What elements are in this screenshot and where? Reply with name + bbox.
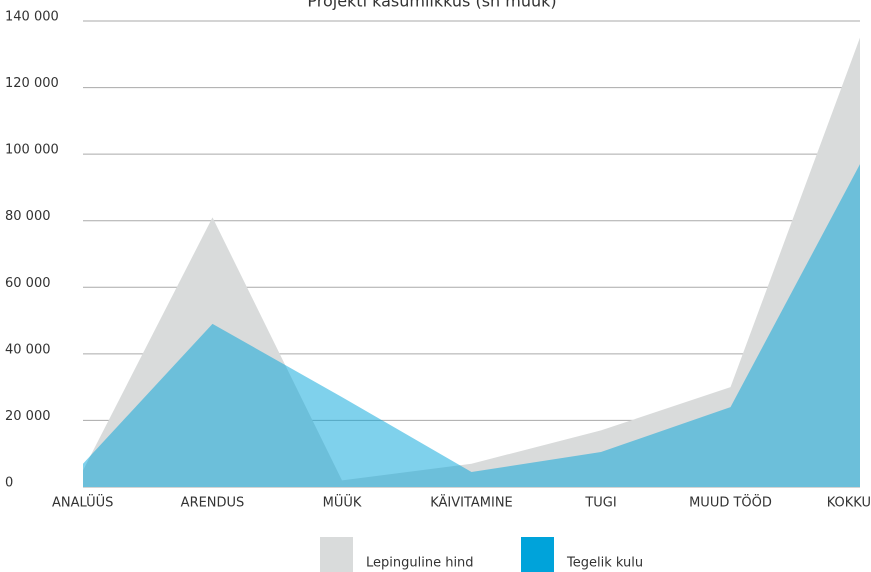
y-tick-label: 100 000 bbox=[5, 143, 59, 158]
y-tick-label: 80 000 bbox=[5, 209, 51, 224]
legend-swatch bbox=[320, 537, 353, 572]
x-tick-label: KÄIVITAMINE bbox=[430, 495, 513, 511]
y-tick-label: 40 000 bbox=[5, 342, 51, 357]
x-tick-label: MUUD TÖÖD bbox=[689, 494, 772, 511]
y-tick-label: 140 000 bbox=[5, 10, 59, 25]
x-tick-label: TUGI bbox=[584, 496, 616, 511]
y-tick-label: 120 000 bbox=[5, 76, 59, 91]
chart-title: Projekti kasumlikkus (sh müük) bbox=[307, 0, 556, 11]
y-tick-label: 60 000 bbox=[5, 276, 51, 291]
x-tick-label: ANALÜÜS bbox=[52, 494, 113, 511]
y-tick-label: 20 000 bbox=[5, 409, 51, 424]
legend-label: Lepinguline hind bbox=[366, 556, 474, 571]
y-tick-label: 0 bbox=[5, 476, 13, 491]
area bbox=[83, 164, 860, 487]
legend-swatch bbox=[521, 537, 554, 572]
x-tick-label: KOKKU bbox=[827, 496, 871, 511]
x-tick-label: ARENDUS bbox=[181, 496, 245, 511]
legend-label: Tegelik kulu bbox=[566, 556, 643, 571]
x-tick-label: MÜÜK bbox=[323, 494, 362, 511]
